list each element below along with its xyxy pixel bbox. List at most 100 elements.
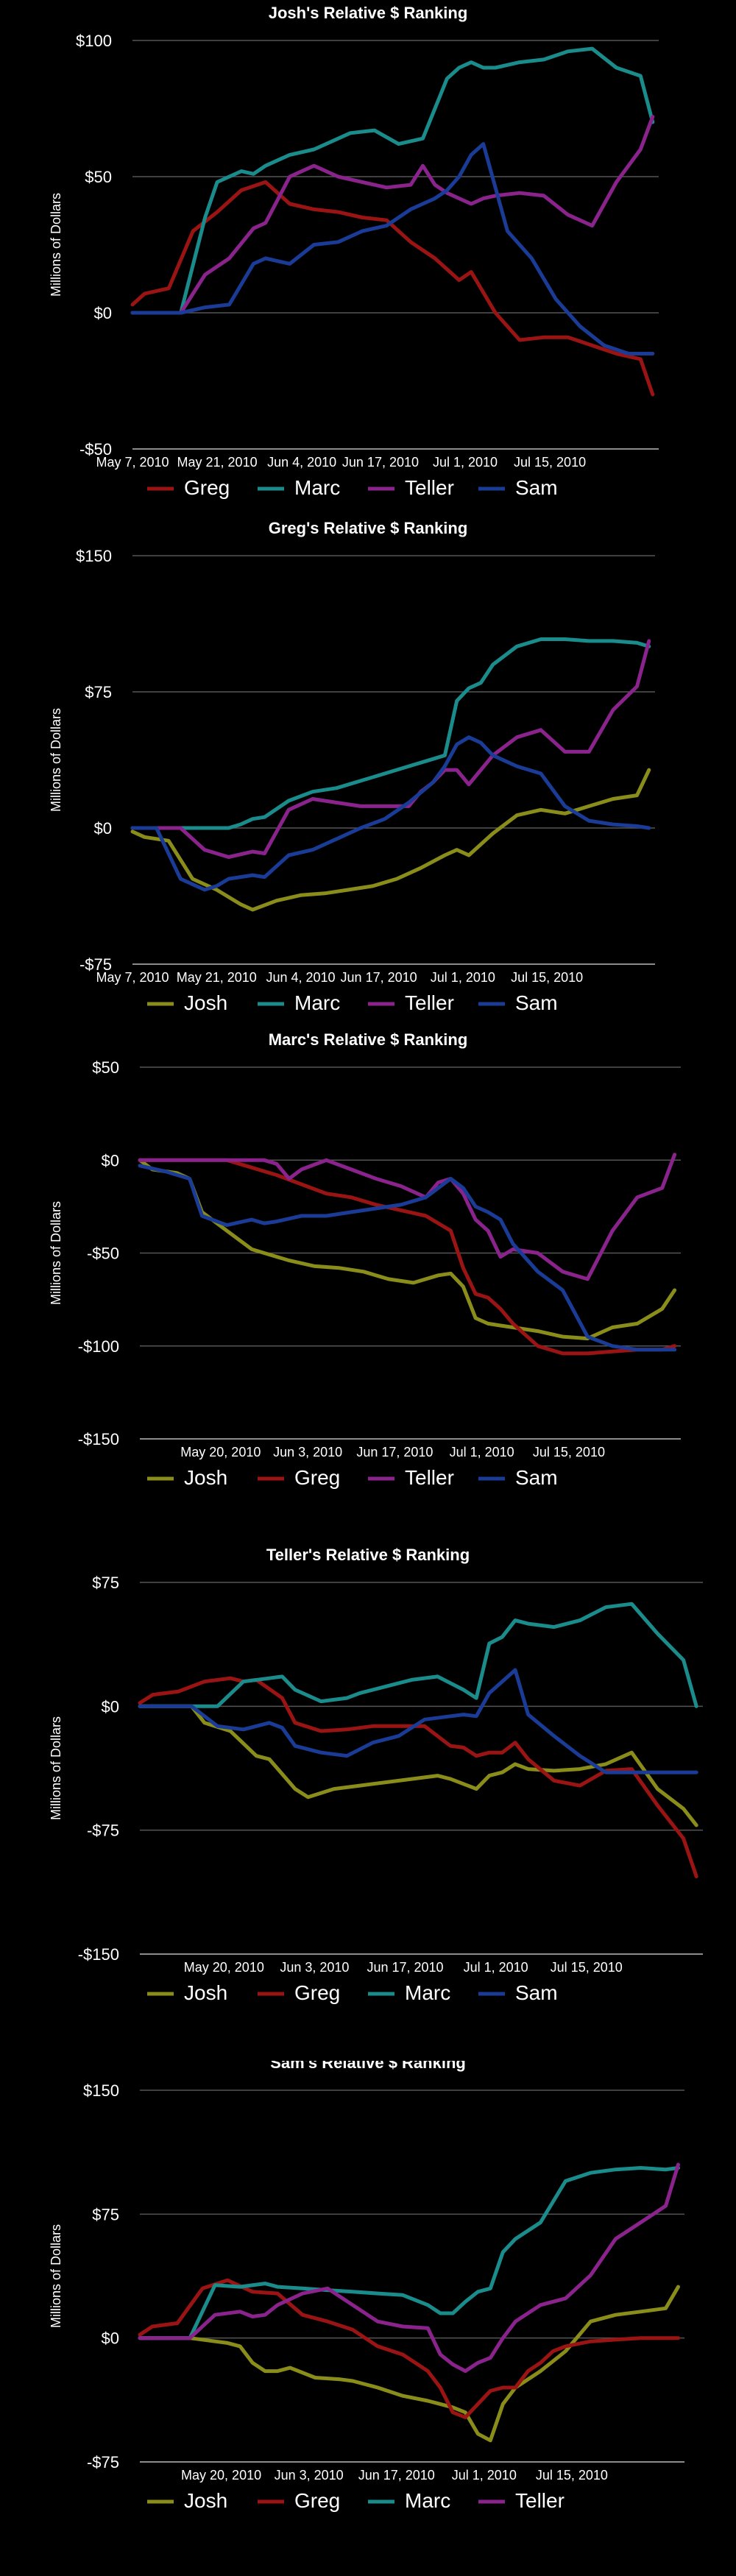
x-tick-label: Jul 15, 2010 — [514, 455, 586, 470]
series-line-teller — [130, 115, 655, 315]
series-line-teller — [138, 1153, 677, 1281]
chart-title: Josh's Relative $ Ranking — [269, 4, 468, 22]
y-tick-label: $50 — [92, 1058, 119, 1077]
x-tick-label: Jul 15, 2010 — [511, 970, 583, 985]
series-line-josh — [138, 1158, 677, 1341]
legend-label: Marc — [294, 476, 340, 499]
chart-svg-3: Teller's Relative $ Ranking -$150 -$75 $0 $7… — [49, 1546, 703, 2004]
chart-svg-0: Josh's Relative $ Ranking -$50 $0 $50 $100 Mi… — [49, 4, 659, 499]
series-line-greg — [138, 1676, 698, 1878]
y-tick-label: -$75 — [87, 1822, 119, 1840]
x-tick-label: Jul 1, 2010 — [452, 2468, 517, 2483]
chart-svg-1: Greg's Relative $ Ranking -$75 $0 $75 $150 Mi… — [49, 519, 655, 1014]
series-line-marc — [138, 1602, 698, 1708]
x-tick-label: Jul 1, 2010 — [464, 1960, 528, 1975]
chart-title: Sam's Relative $ Ranking — [270, 2061, 466, 2072]
legend-label: Teller — [405, 1466, 454, 1489]
x-tick-label: Jun 17, 2010 — [356, 1445, 433, 1459]
x-tick-label: Jun 17, 2010 — [341, 970, 417, 985]
legend-label: Greg — [294, 1466, 340, 1489]
y-axis-label: Millions of Dollars — [49, 1201, 63, 1305]
legend-label: Teller — [405, 991, 454, 1014]
x-tick-label: Jun 3, 2010 — [273, 1445, 342, 1459]
x-tick-label: Jun 4, 2010 — [267, 455, 336, 470]
legend-label: Greg — [294, 1981, 340, 2004]
legend-label: Sam — [515, 991, 558, 1014]
y-tick-label: $100 — [76, 32, 112, 50]
x-tick-label: Jun 4, 2010 — [266, 970, 335, 985]
legend-label: Sam — [515, 1981, 558, 2004]
series-line-josh — [138, 1704, 698, 1827]
y-tick-label: -$100 — [78, 1337, 119, 1356]
x-tick-label: Jul 15, 2010 — [533, 1445, 605, 1459]
y-tick-label: $0 — [102, 2329, 119, 2348]
legend-label: Josh — [184, 991, 227, 1014]
y-tick-label: -$75 — [87, 2453, 119, 2471]
y-tick-label: -$150 — [78, 1945, 119, 1964]
legend-label: Marc — [294, 991, 340, 1014]
legend-label: Teller — [405, 476, 454, 499]
chart-panel-0: Josh's Relative $ Ranking -$50 $0 $50 $100 Mi… — [0, 0, 736, 515]
x-tick-label: Jun 17, 2010 — [358, 2468, 435, 2483]
x-tick-label: May 21, 2010 — [177, 970, 257, 985]
series-line-sam — [138, 1668, 698, 1774]
series-line-sam — [130, 735, 651, 892]
y-tick-label: $0 — [94, 819, 112, 838]
chart-title: Greg's Relative $ Ranking — [269, 519, 468, 537]
chart-svg-4: Sam's Relative $ Ranking -$75 $0 $75 $150 Mil… — [49, 2061, 684, 2512]
series-line-marc — [130, 637, 651, 830]
x-tick-label: Jul 1, 2010 — [431, 970, 495, 985]
x-tick-label: May 7, 2010 — [96, 455, 169, 470]
legend-label: Greg — [184, 476, 230, 499]
series-line-marc — [130, 46, 655, 315]
y-tick-label: $0 — [94, 304, 112, 322]
chart-title: Marc's Relative $ Ranking — [269, 1030, 468, 1049]
y-axis-label: Millions of Dollars — [49, 193, 63, 297]
y-tick-label: $0 — [102, 1151, 119, 1170]
legend-label: Josh — [184, 1981, 227, 2004]
y-tick-label: -$150 — [78, 1430, 119, 1448]
x-tick-label: May 7, 2010 — [96, 970, 169, 985]
series-line-josh — [130, 768, 651, 912]
x-tick-label: May 21, 2010 — [177, 455, 258, 470]
y-tick-label: $75 — [85, 683, 112, 701]
y-tick-label: $0 — [102, 1697, 119, 1716]
series-line-marc — [138, 2166, 680, 2340]
y-tick-label: -$50 — [79, 440, 112, 459]
y-tick-label: -$75 — [79, 955, 112, 974]
y-tick-label: -$50 — [87, 1245, 119, 1263]
chart-svg-2: Marc's Relative $ Ranking -$150 -$100 -$50 $… — [49, 1030, 681, 1489]
series-line-josh — [138, 2285, 680, 2443]
series-line-teller — [130, 639, 651, 859]
y-tick-label: $75 — [92, 2205, 119, 2223]
y-axis-label: Millions of Dollars — [49, 708, 63, 812]
series-line-sam — [130, 142, 655, 355]
legend-label: Marc — [405, 2489, 450, 2512]
series-line-sam — [138, 1164, 677, 1352]
y-tick-label: $150 — [83, 2081, 119, 2100]
x-tick-label: Jun 17, 2010 — [367, 1960, 443, 1975]
legend-label: Josh — [184, 1466, 227, 1489]
y-axis-label: Millions of Dollars — [49, 1716, 63, 1820]
series-line-greg — [130, 180, 655, 397]
x-tick-label: Jun 3, 2010 — [275, 2468, 344, 2483]
chart-title: Teller's Relative $ Ranking — [266, 1546, 470, 1564]
y-tick-label: $150 — [76, 547, 112, 565]
legend-label: Greg — [294, 2489, 340, 2512]
legend-label: Teller — [515, 2489, 565, 2512]
legend-label: Josh — [184, 2489, 227, 2512]
legend-label: Sam — [515, 1466, 558, 1489]
y-tick-label: $50 — [85, 168, 112, 186]
x-tick-label: May 20, 2010 — [184, 1960, 264, 1975]
x-tick-label: Jun 3, 2010 — [280, 1960, 349, 1975]
x-tick-label: Jun 17, 2010 — [342, 455, 419, 470]
legend-label: Marc — [405, 1981, 450, 2004]
y-tick-label: $75 — [92, 1574, 119, 1592]
x-tick-label: May 20, 2010 — [180, 1445, 261, 1459]
x-tick-label: May 20, 2010 — [181, 2468, 261, 2483]
series-line-teller — [138, 2162, 680, 2374]
x-tick-label: Jul 15, 2010 — [551, 1960, 623, 1975]
chart-panel-1: Greg's Relative $ Ranking -$75 $0 $75 $150 Mi… — [0, 515, 736, 1030]
chart-panel-4: Sam's Relative $ Ranking -$75 $0 $75 $150 Mil… — [0, 2061, 736, 2576]
legend-label: Sam — [515, 476, 558, 499]
